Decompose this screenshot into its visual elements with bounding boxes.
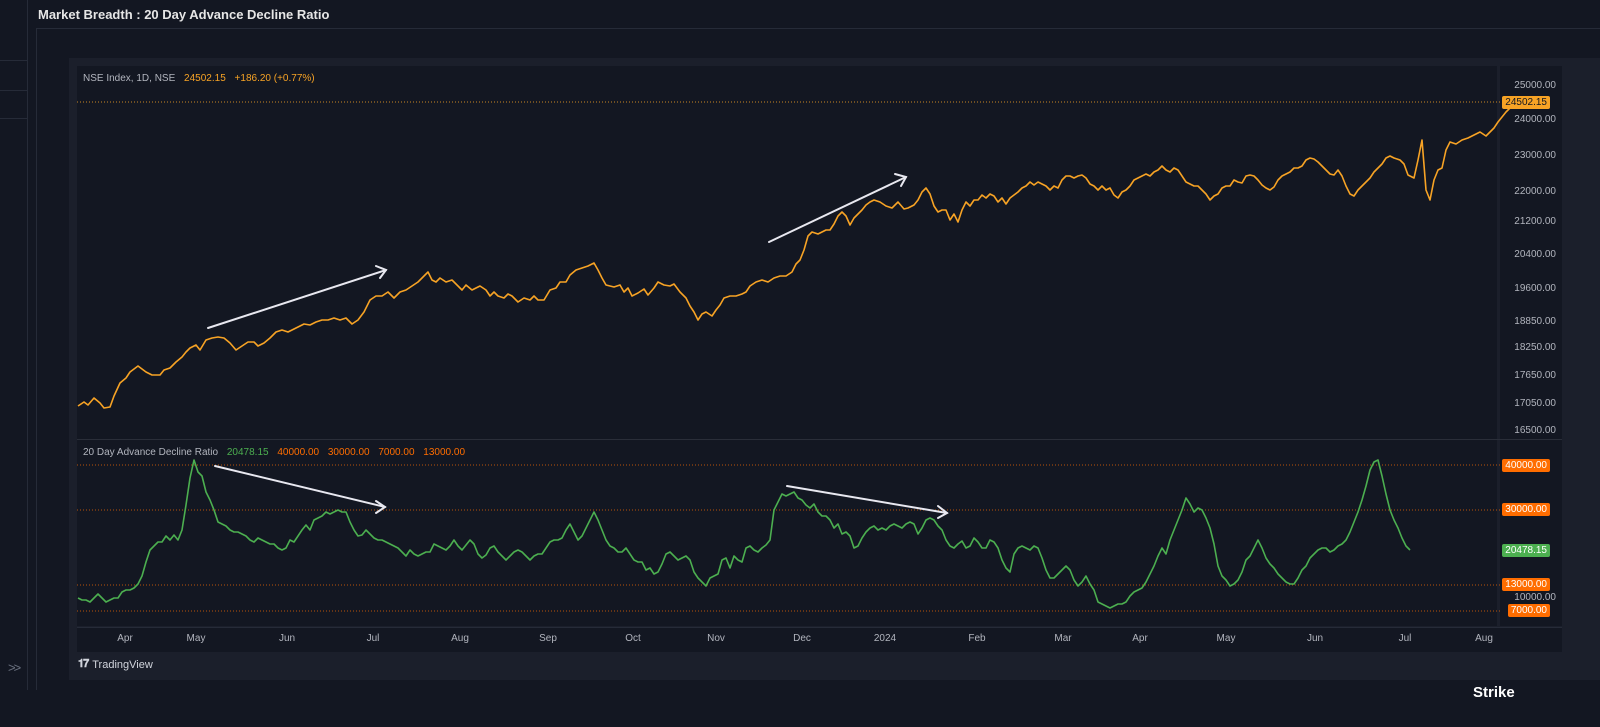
arrow-down-2-head bbox=[937, 505, 949, 519]
time-tick: May bbox=[186, 633, 206, 644]
price-series-line bbox=[77, 101, 1531, 409]
page-title: Market Breadth : 20 Day Advance Decline … bbox=[38, 7, 330, 22]
arrow-up-2-head bbox=[894, 173, 908, 187]
arrow-up-1 bbox=[207, 269, 387, 329]
level-value: 13000.00 bbox=[423, 447, 466, 458]
tradingview-label: TradingView bbox=[92, 658, 153, 671]
last-price-tag: 24502.15 bbox=[1502, 96, 1550, 109]
axis-tick: 16500.00 bbox=[1514, 425, 1556, 436]
time-tick: Jun bbox=[278, 633, 296, 644]
sidebar-divider bbox=[0, 90, 27, 91]
symbol-label: NSE Index, 1D, NSE bbox=[83, 73, 176, 84]
indicator-value-tag: 20478.15 bbox=[1502, 544, 1550, 557]
sidebar-divider bbox=[0, 118, 27, 119]
change-value: +186.20 (+0.77%) bbox=[234, 73, 315, 84]
axis-tick: 20400.00 bbox=[1514, 249, 1556, 260]
tradingview-icon: 𝟏𝟕 bbox=[78, 658, 89, 670]
time-tick: Feb bbox=[968, 633, 986, 644]
level-value: 30000.00 bbox=[327, 447, 370, 458]
expand-sidebar-icon[interactable]: >> bbox=[8, 660, 21, 675]
level-tag-40000: 40000.00 bbox=[1502, 459, 1550, 472]
indicator-name: 20 Day Advance Decline Ratio bbox=[83, 447, 219, 458]
tradingview-logo[interactable]: 𝟏𝟕 TradingView bbox=[78, 658, 153, 671]
indicator-legend[interactable]: 20 Day Advance Decline Ratio 20478.15 40… bbox=[83, 447, 471, 458]
axis-tick: 10000.00 bbox=[1514, 592, 1556, 603]
level-tag-13000: 13000.00 bbox=[1502, 578, 1550, 591]
plot-area[interactable] bbox=[77, 66, 1497, 626]
pane-separator[interactable] bbox=[77, 439, 1562, 440]
time-axis[interactable] bbox=[77, 627, 1562, 652]
panel-border bbox=[36, 28, 37, 690]
axis-tick: 23000.00 bbox=[1514, 150, 1556, 161]
indicator-series-line bbox=[77, 459, 1411, 609]
time-tick: Oct bbox=[625, 633, 641, 644]
time-tick: Apr bbox=[117, 633, 133, 644]
time-tick: 2024 bbox=[873, 633, 897, 644]
axis-tick: 17050.00 bbox=[1514, 398, 1556, 409]
time-tick: Jul bbox=[366, 633, 380, 644]
left-sidebar bbox=[0, 0, 28, 690]
time-tick: Nov bbox=[707, 633, 725, 644]
time-tick: Apr bbox=[1132, 633, 1148, 644]
main-legend[interactable]: NSE Index, 1D, NSE 24502.15 +186.20 (+0.… bbox=[83, 73, 321, 84]
axis-tick: 25000.00 bbox=[1514, 80, 1556, 91]
level-value: 40000.00 bbox=[277, 447, 320, 458]
axis-tick: 18850.00 bbox=[1514, 316, 1556, 327]
arrow-down-1 bbox=[214, 465, 386, 508]
sidebar-divider bbox=[0, 60, 27, 61]
axis-tick: 18250.00 bbox=[1514, 342, 1556, 353]
axis-tick: 24000.00 bbox=[1514, 114, 1556, 125]
title-divider bbox=[37, 28, 1600, 29]
price-axis[interactable] bbox=[1500, 66, 1562, 626]
time-tick: Jul bbox=[1398, 633, 1412, 644]
level-tag-30000: 30000.00 bbox=[1502, 503, 1550, 516]
axis-tick: 19600.00 bbox=[1514, 283, 1556, 294]
time-tick: Dec bbox=[793, 633, 811, 644]
arrow-up-2 bbox=[768, 176, 907, 243]
annotation-arrows bbox=[207, 173, 949, 519]
arrow-down-1-head bbox=[375, 500, 387, 514]
last-value: 24502.15 bbox=[184, 73, 226, 84]
brand-label: Strike bbox=[1473, 684, 1515, 701]
indicator-value: 20478.15 bbox=[226, 447, 269, 458]
level-value: 7000.00 bbox=[378, 447, 415, 458]
price-axis-labels: 25000.00 24000.00 23000.00 22000.00 2120… bbox=[1500, 0, 1556, 727]
time-tick: Jun bbox=[1306, 633, 1324, 644]
level-tag-7000: 7000.00 bbox=[1507, 604, 1550, 617]
arrow-down-2 bbox=[786, 485, 948, 514]
arrow-up-1-head bbox=[375, 265, 388, 279]
time-tick: Mar bbox=[1054, 633, 1072, 644]
axis-tick: 22000.00 bbox=[1514, 186, 1556, 197]
axis-tick: 17650.00 bbox=[1514, 370, 1556, 381]
strike-logo: Strike bbox=[1473, 684, 1515, 701]
axis-tick: 21200.00 bbox=[1514, 216, 1556, 227]
time-tick: Aug bbox=[451, 633, 469, 644]
time-tick: May bbox=[1216, 633, 1236, 644]
time-tick: Sep bbox=[539, 633, 557, 644]
time-tick: Aug bbox=[1475, 633, 1493, 644]
